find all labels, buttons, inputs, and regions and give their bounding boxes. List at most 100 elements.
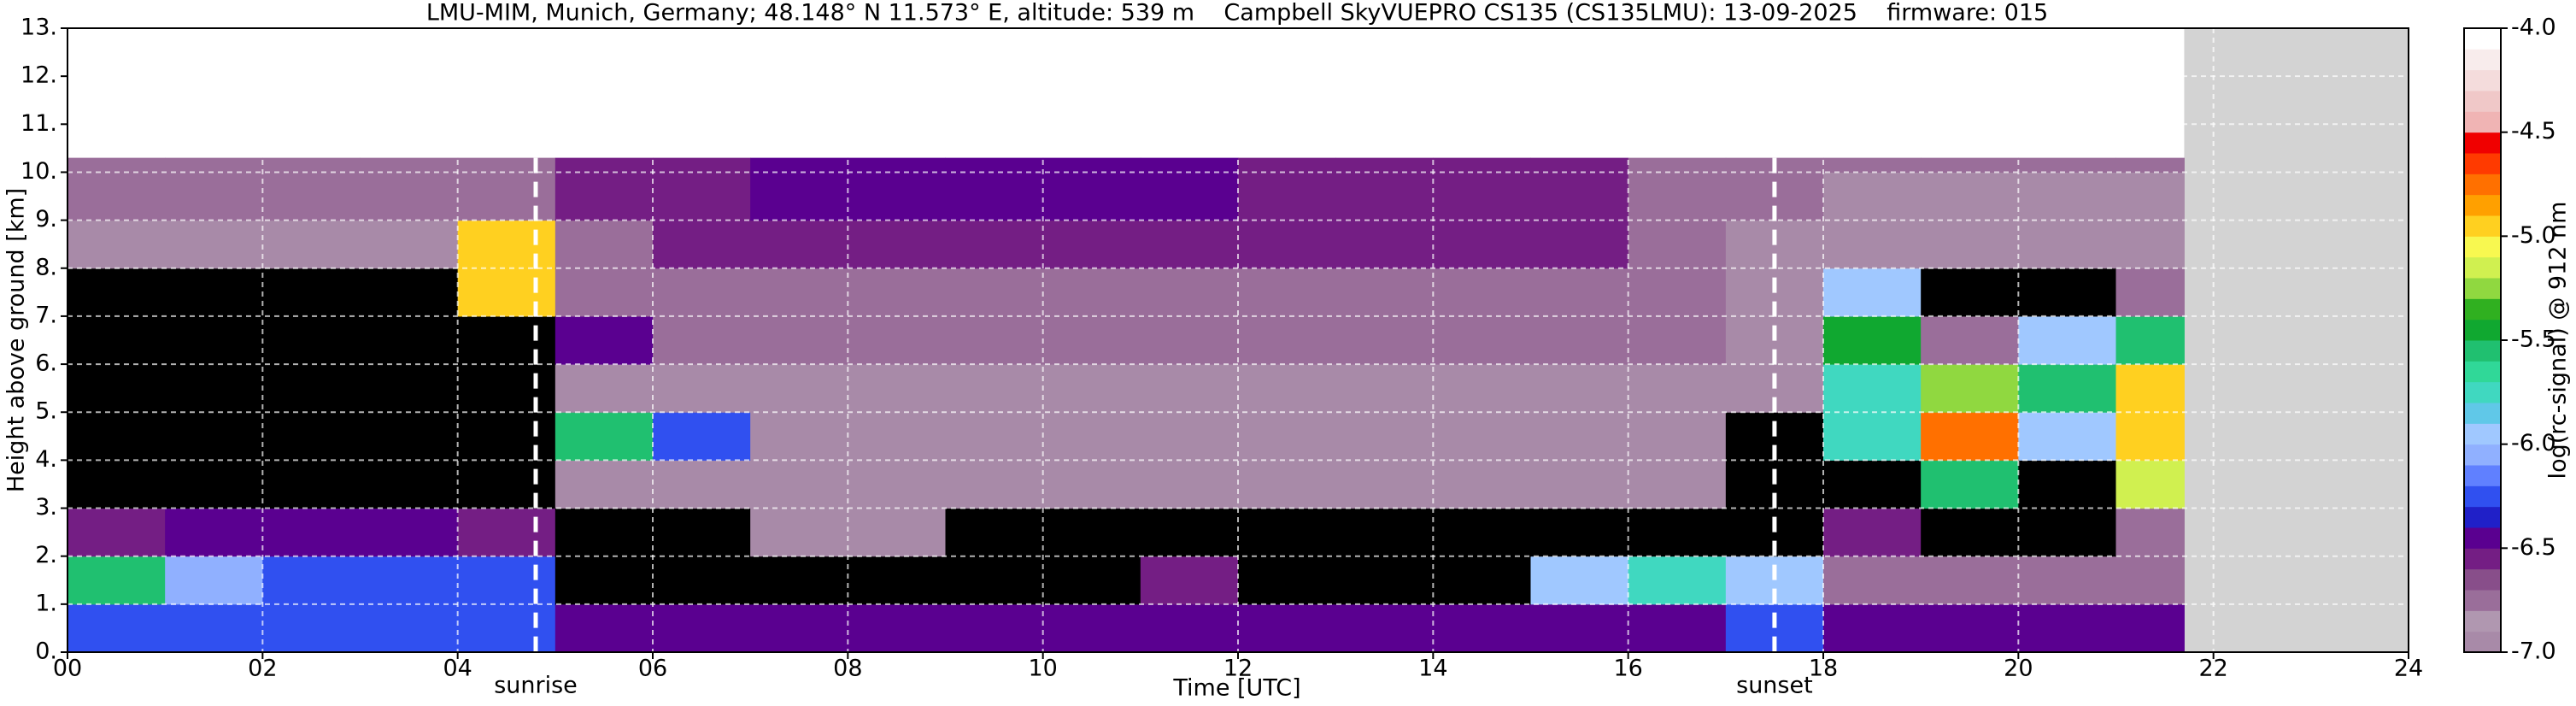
colorbar-swatch — [2464, 319, 2501, 341]
heatmap-cell — [1433, 172, 1531, 221]
heatmap-cell — [360, 364, 459, 413]
heatmap-cell — [2018, 315, 2116, 365]
heatmap-cell — [1823, 220, 1922, 269]
heatmap-cell — [750, 172, 848, 221]
heatmap-cell — [1530, 268, 1629, 317]
heatmap-cell — [1921, 172, 2019, 221]
heatmap-cell — [1921, 460, 2019, 509]
colorbar-swatch — [2464, 69, 2501, 91]
heatmap-cell — [262, 157, 361, 173]
y-tick-label: 4. — [35, 446, 57, 473]
heatmap-cell — [653, 172, 751, 221]
heatmap-cell — [1433, 508, 1531, 557]
heatmap-cell — [653, 508, 751, 557]
heatmap-cell — [1530, 364, 1629, 413]
heatmap-cell — [1921, 268, 2019, 317]
heatmap-cell — [360, 268, 459, 317]
y-tick-label: 5. — [35, 398, 57, 425]
colorbar-swatch — [2464, 91, 2501, 112]
colorbar-tick-label: -4.5 — [2511, 118, 2556, 144]
heatmap-cell — [1433, 157, 1531, 173]
heatmap-cell — [653, 157, 751, 173]
heatmap-cell — [848, 460, 946, 509]
y-tick-label: 0. — [35, 638, 57, 665]
heatmap-cell — [2018, 268, 2116, 317]
heatmap-cell — [1433, 220, 1531, 269]
heatmap-cell — [653, 268, 751, 317]
heatmap-cell — [360, 603, 459, 653]
heatmap-cell — [848, 220, 946, 269]
heatmap-cell — [262, 268, 361, 317]
heatmap-cell — [1042, 603, 1141, 653]
colorbar-tick-label: -6.5 — [2511, 534, 2556, 561]
heatmap-cell — [1530, 172, 1629, 221]
heatmap-cell — [67, 508, 166, 557]
colorbar-swatch — [2464, 361, 2501, 383]
heatmap-cell — [750, 508, 848, 557]
heatmap-cell — [555, 315, 654, 365]
heatmap-cell — [1238, 315, 1336, 365]
heatmap-cell — [67, 268, 166, 317]
heatmap-cell — [2115, 268, 2185, 317]
heatmap-cell — [945, 268, 1044, 317]
heatmap-cell — [1628, 172, 1727, 221]
x-tick-label: 14 — [1418, 656, 1447, 682]
heatmap-cell — [262, 364, 361, 413]
x-tick-label: 24 — [2394, 656, 2423, 682]
x-tick-label: 12 — [1223, 656, 1253, 682]
y-tick-label: 7. — [35, 302, 57, 328]
heatmap-cell — [2115, 220, 2185, 269]
y-tick-label: 9. — [35, 206, 57, 232]
heatmap-cell — [653, 412, 751, 461]
heatmap-cell — [2018, 364, 2116, 413]
heatmap-cell — [1042, 268, 1141, 317]
heatmap-cell — [1433, 556, 1531, 605]
heatmap-cell — [360, 412, 459, 461]
heatmap-cell — [165, 364, 263, 413]
heatmap-cell — [360, 556, 459, 605]
heatmap-cell — [555, 508, 654, 557]
annotation-label: sunset — [1736, 673, 1813, 699]
heatmap-cell — [555, 412, 654, 461]
colorbar-tick-label: -5.0 — [2511, 222, 2556, 249]
heatmap-cell — [848, 603, 946, 653]
colorbar-swatch — [2464, 298, 2501, 321]
heatmap-cell — [262, 172, 361, 221]
heatmap-cell — [945, 172, 1044, 221]
x-tick-label: 06 — [638, 656, 667, 682]
heatmap-cell — [1238, 157, 1336, 173]
heatmap-cell — [1140, 172, 1239, 221]
heatmap-cell — [360, 220, 459, 269]
colorbar-swatch — [2464, 610, 2501, 632]
colorbar-swatch — [2464, 548, 2501, 570]
heatmap-cell — [555, 603, 654, 653]
heatmap-cell — [945, 556, 1044, 605]
heatmap-cell — [2018, 412, 2116, 461]
heatmap-cell — [1530, 508, 1629, 557]
y-tick-label: 8. — [35, 254, 57, 280]
heatmap-cell — [67, 172, 166, 221]
heatmap-cell — [457, 172, 556, 221]
x-tick-label: 08 — [833, 656, 862, 682]
colorbar-tick-label: -5.5 — [2511, 327, 2556, 353]
heatmap-cell — [262, 315, 361, 365]
heatmap-cell — [67, 157, 166, 173]
colorbar-swatch — [2464, 174, 2501, 196]
plot-frame — [67, 27, 2409, 653]
colorbar-swatch — [2464, 28, 2501, 50]
heatmap-cell — [1823, 508, 1922, 557]
heatmap-cell — [1433, 364, 1531, 413]
heatmap-cell — [1921, 508, 2019, 557]
heatmap-cell — [165, 315, 263, 365]
x-tick-label: 20 — [2004, 656, 2033, 682]
heatmap-cell — [457, 460, 556, 509]
heatmap-cell — [1140, 157, 1239, 173]
heatmap-cell — [262, 220, 361, 269]
colorbar-swatch — [2464, 465, 2501, 486]
heatmap-cell — [1238, 603, 1336, 653]
heatmap-cell — [848, 268, 946, 317]
heatmap-cell — [262, 460, 361, 509]
x-tick-label: 16 — [1613, 656, 1642, 682]
heatmap-cell — [360, 315, 459, 365]
heatmap-cell — [1042, 172, 1141, 221]
